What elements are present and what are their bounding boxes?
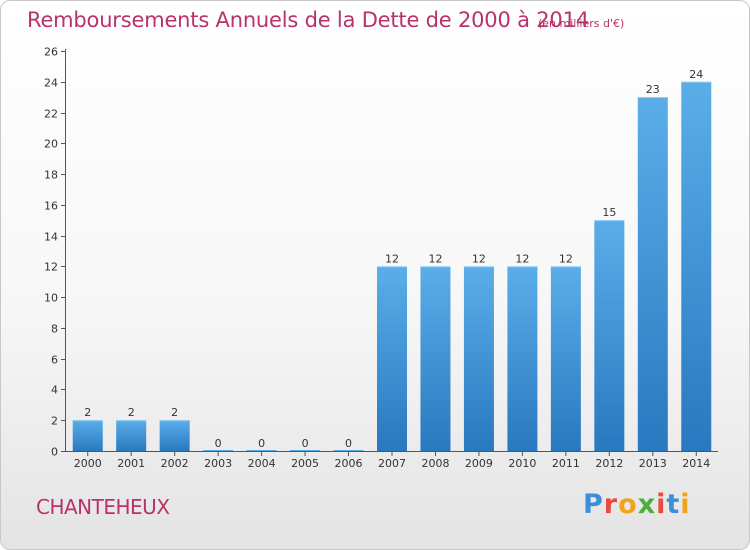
bar-2009	[463, 266, 494, 451]
logo-letter: r	[603, 489, 619, 520]
bar-2012	[594, 220, 625, 451]
x-tick-label: 2002	[161, 457, 189, 470]
chart-subtitle: (en milliers d'€)	[538, 17, 625, 30]
commune-name: CHANTEHEUX	[36, 495, 170, 519]
logo-letter: P	[583, 489, 604, 520]
logo-letter: i	[656, 489, 667, 520]
x-tick-label: 2007	[378, 457, 406, 470]
data-label: 12	[559, 252, 573, 265]
x-tick-label: 2000	[74, 457, 102, 470]
y-tick-label: 18	[44, 169, 58, 182]
x-tick-label: 2008	[421, 457, 449, 470]
y-tick-label: 10	[44, 292, 58, 305]
x-tick-label: 2003	[204, 457, 232, 470]
logo-letter: x	[637, 489, 657, 520]
data-label: 12	[472, 252, 486, 265]
bar-2013	[637, 97, 668, 452]
logo-letter: t	[666, 489, 681, 520]
data-label: 12	[515, 252, 529, 265]
bar-2011	[550, 266, 581, 451]
data-label: 12	[385, 252, 399, 265]
y-tick-label: 8	[51, 323, 58, 336]
y-tick-label: 14	[44, 231, 58, 244]
x-tick-label: 2010	[508, 457, 536, 470]
x-tick-label: 2006	[335, 457, 363, 470]
x-tick-label: 2012	[595, 457, 623, 470]
x-tick-label: 2001	[117, 457, 145, 470]
y-tick-label: 24	[44, 77, 58, 90]
bar-2002	[159, 420, 190, 451]
data-label: 23	[646, 83, 660, 96]
data-label: 12	[428, 252, 442, 265]
proxiti-logo: Proxiti	[583, 489, 691, 520]
bar-2014	[681, 81, 712, 452]
data-label: 0	[345, 437, 352, 450]
x-tick-label: 2004	[248, 457, 276, 470]
x-tick-label: 2005	[291, 457, 319, 470]
y-tick-label: 12	[44, 261, 58, 274]
bar-2008	[420, 266, 451, 451]
logo-letter: o	[618, 489, 638, 520]
data-label: 0	[215, 437, 222, 450]
y-tick-label: 6	[51, 354, 58, 367]
data-label: 2	[171, 406, 178, 419]
bar-2000	[72, 420, 103, 451]
bar-2010	[507, 266, 538, 451]
data-label: 2	[128, 406, 135, 419]
y-tick-label: 22	[44, 108, 58, 121]
bar-2007	[377, 266, 407, 451]
y-tick-label: 16	[44, 200, 58, 213]
y-tick-label: 0	[51, 446, 58, 459]
data-label: 0	[258, 437, 265, 450]
x-tick-label: 2009	[465, 457, 493, 470]
data-label: 15	[602, 206, 616, 219]
data-label: 24	[689, 68, 703, 81]
x-tick-label: 2014	[682, 457, 710, 470]
y-tick-label: 20	[44, 138, 58, 151]
x-tick-label: 2011	[552, 457, 580, 470]
data-label: 2	[84, 406, 91, 419]
y-tick-label: 26	[44, 46, 58, 59]
data-label: 0	[302, 437, 309, 450]
y-tick-label: 2	[51, 415, 58, 428]
x-tick-label: 2013	[639, 457, 667, 470]
bar-2001	[116, 420, 147, 451]
logo-letter: i	[680, 489, 691, 520]
y-tick-label: 4	[51, 384, 58, 397]
chart-title: Remboursements Annuels de la Dette de 20…	[27, 8, 589, 32]
